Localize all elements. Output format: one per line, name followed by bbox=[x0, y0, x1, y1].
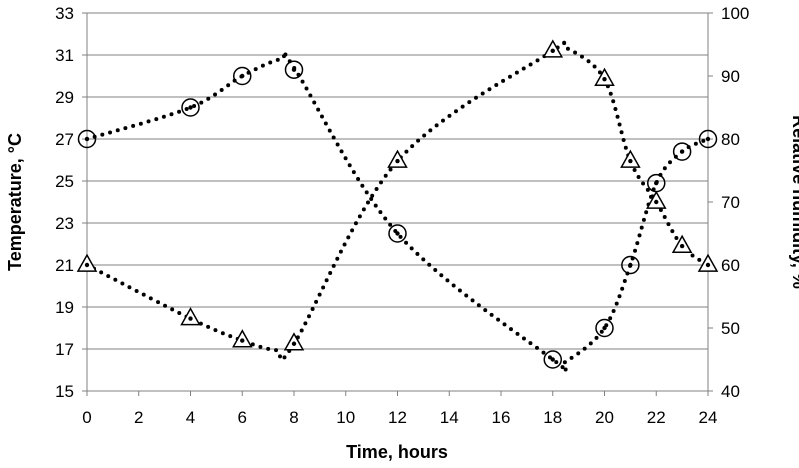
x-tick-label: 20 bbox=[595, 408, 614, 427]
y-axis-right-label: Relative humidity, % bbox=[789, 115, 799, 289]
temperature-point bbox=[233, 66, 252, 86]
x-tick-label: 6 bbox=[238, 408, 247, 427]
x-tick-label: 22 bbox=[647, 408, 666, 427]
y-left-tick-label: 17 bbox=[55, 340, 74, 359]
humidity-point-center bbox=[550, 48, 555, 53]
ticks-layer: 0 2 4 6 8 10 12 14 16 18 20 22 241517192123252729313… bbox=[55, 4, 749, 427]
y-left-tick-label: 33 bbox=[55, 4, 74, 23]
temperature-point bbox=[543, 350, 562, 369]
x-axis-label: Time, hours bbox=[346, 442, 448, 462]
y-axis-left-label: Temperature, °C bbox=[5, 133, 25, 271]
humidity-line bbox=[85, 38, 710, 362]
temperature-point bbox=[672, 142, 692, 161]
y-right-tick-label: 90 bbox=[721, 67, 740, 86]
x-tick-label: 24 bbox=[699, 408, 718, 427]
temperature-point-center bbox=[291, 67, 297, 72]
y-left-tick-label: 29 bbox=[55, 88, 74, 107]
temperature-point-center bbox=[240, 73, 245, 79]
x-tick-label: 18 bbox=[543, 408, 562, 427]
y-right-tick-label: 70 bbox=[721, 193, 740, 212]
x-tick-label: 10 bbox=[336, 408, 355, 427]
y-right-tick-label: 80 bbox=[721, 130, 740, 149]
humidity-point-center bbox=[679, 243, 685, 249]
temperature-point bbox=[621, 255, 640, 275]
y-left-tick-label: 23 bbox=[55, 214, 74, 233]
humidity-point-center bbox=[602, 76, 607, 82]
temperature-point-center bbox=[602, 325, 607, 331]
x-tick-label: 4 bbox=[186, 408, 195, 427]
temperature-point-center bbox=[395, 231, 400, 236]
temperature-point-center bbox=[705, 136, 711, 142]
x-tick-label: 0 bbox=[82, 408, 91, 427]
temperature-point-center bbox=[550, 357, 555, 362]
temperature-line bbox=[85, 49, 710, 373]
humidity-point-center bbox=[705, 262, 711, 268]
humidity-point-center bbox=[291, 341, 297, 346]
y-left-tick-label: 19 bbox=[55, 298, 74, 317]
humidity-point-center bbox=[240, 338, 245, 343]
x-tick-label: 16 bbox=[492, 408, 511, 427]
y-right-tick-label: 100 bbox=[721, 4, 749, 23]
y-left-tick-label: 21 bbox=[55, 256, 74, 275]
y-left-tick-label: 25 bbox=[55, 172, 74, 191]
x-tick-label: 2 bbox=[134, 408, 143, 427]
grid-layer bbox=[87, 12, 708, 392]
x-tick-label: 12 bbox=[388, 408, 407, 427]
temperature-point-center bbox=[679, 149, 685, 154]
humidity-point-center bbox=[654, 199, 659, 205]
humidity-point-center bbox=[628, 158, 633, 164]
humidity-point-center bbox=[395, 158, 400, 164]
temperature-point-center bbox=[188, 105, 193, 110]
temperature-point bbox=[284, 60, 304, 79]
temperature-point bbox=[698, 129, 718, 149]
temperature-point-center bbox=[654, 180, 659, 186]
y-left-tick-label: 15 bbox=[55, 382, 74, 401]
temperature-point bbox=[595, 318, 614, 338]
temperature-point bbox=[77, 129, 97, 149]
axes-layer bbox=[82, 12, 713, 396]
humidity-point-center bbox=[188, 316, 193, 321]
temperature-point-center bbox=[84, 136, 90, 142]
x-tick-label: 14 bbox=[440, 408, 459, 427]
temperature-point-center bbox=[628, 262, 633, 268]
y-right-tick-label: 50 bbox=[721, 319, 740, 338]
y-left-tick-label: 31 bbox=[55, 46, 74, 65]
y-left-tick-label: 27 bbox=[55, 130, 74, 149]
y-right-tick-label: 60 bbox=[721, 256, 740, 275]
series-layer bbox=[76, 38, 719, 373]
y-right-tick-label: 40 bbox=[721, 382, 740, 401]
x-tick-label: 8 bbox=[289, 408, 298, 427]
temperature-point bbox=[181, 98, 200, 117]
temperature-point bbox=[388, 224, 407, 243]
humidity-point-center bbox=[84, 262, 90, 268]
